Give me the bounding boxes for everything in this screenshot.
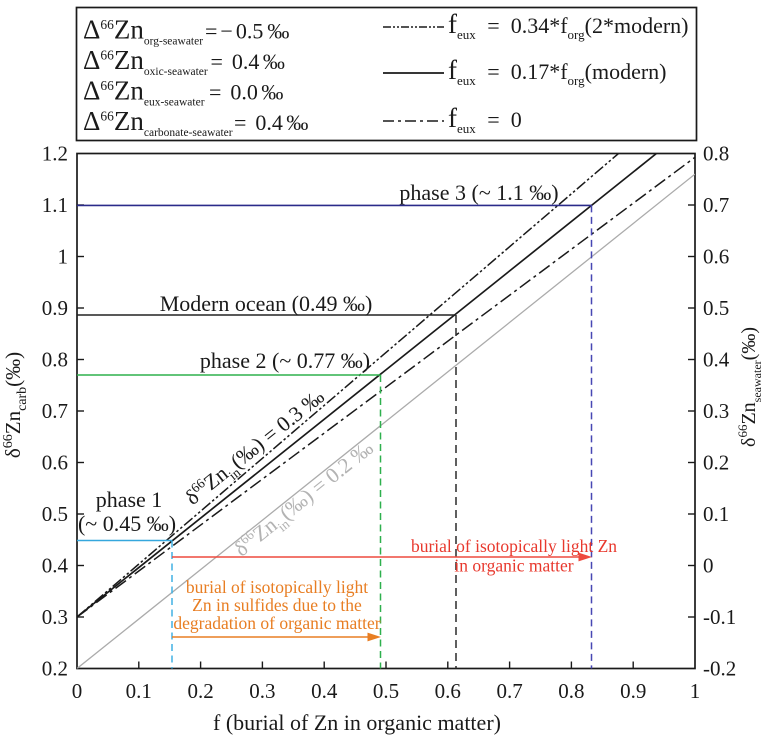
svg-text:burial of isotopically light: burial of isotopically light <box>186 577 368 597</box>
svg-text:1.2: 1.2 <box>42 142 68 166</box>
svg-text:phase 1: phase 1 <box>96 487 163 512</box>
svg-text:0.4: 0.4 <box>703 348 730 372</box>
svg-text:0.4: 0.4 <box>42 554 69 578</box>
svg-text:-0.1: -0.1 <box>703 605 736 629</box>
svg-text:0: 0 <box>72 679 83 703</box>
svg-text:0.5: 0.5 <box>42 502 68 526</box>
svg-text:0.4: 0.4 <box>311 679 338 703</box>
svg-text:=0.4‰: = 0.4 ‰ <box>211 49 285 74</box>
svg-text:0.8: 0.8 <box>558 679 584 703</box>
svg-text:1: 1 <box>58 245 69 269</box>
svg-text:δ66Znseawater(‰): δ66Znseawater(‰) <box>735 327 764 447</box>
svg-text:δ66Zncarb(‰): δ66Zncarb(‰) <box>1 352 30 458</box>
svg-text:0: 0 <box>703 554 714 578</box>
svg-text:0.6: 0.6 <box>703 245 729 269</box>
svg-text:0.5: 0.5 <box>703 296 729 320</box>
svg-text:phase 2 (~ 0.77 ‰): phase 2 (~ 0.77 ‰) <box>200 348 370 373</box>
svg-text:0.6: 0.6 <box>435 679 461 703</box>
svg-text:0.3: 0.3 <box>42 605 68 629</box>
svg-text:Modern ocean (0.49 ‰): Modern ocean (0.49 ‰) <box>160 291 373 316</box>
svg-text:in organic matter: in organic matter <box>454 556 573 576</box>
svg-text:=0.0‰: = 0.0 ‰ <box>209 80 283 105</box>
svg-text:0.7: 0.7 <box>703 193 729 217</box>
svg-text:0.2: 0.2 <box>703 451 729 475</box>
svg-text:burial of isotopically light Z: burial of isotopically light Zn <box>411 536 617 556</box>
svg-text:0.9: 0.9 <box>620 679 646 703</box>
svg-text:0.2: 0.2 <box>42 657 68 681</box>
svg-text:0.6: 0.6 <box>42 451 68 475</box>
svg-text:degradation of organic matter: degradation of organic matter <box>173 613 380 633</box>
svg-text:0.5: 0.5 <box>373 679 399 703</box>
svg-text:0.9: 0.9 <box>42 296 68 320</box>
svg-text:0.3: 0.3 <box>249 679 275 703</box>
svg-text:(~ 0.45 ‰): (~ 0.45 ‰) <box>78 511 176 536</box>
svg-text:0.8: 0.8 <box>703 142 729 166</box>
svg-text:-0.2: -0.2 <box>703 657 736 681</box>
svg-text:feux=0.34*forg(2*modern): feux = 0.34*forg(2*modern) <box>448 9 689 42</box>
svg-text:=0.4‰: = 0.4 ‰ <box>234 110 308 135</box>
svg-text:0.2: 0.2 <box>187 679 213 703</box>
svg-text:0.3: 0.3 <box>703 399 729 423</box>
svg-text:0.8: 0.8 <box>42 348 68 372</box>
svg-text:0.1: 0.1 <box>703 502 729 526</box>
svg-text:f (burial of Zn in organic mat: f (burial of Zn in organic matter) <box>213 710 501 735</box>
svg-text:phase 3 (~ 1.1 ‰): phase 3 (~ 1.1 ‰) <box>399 180 558 205</box>
svg-text:Zn in sulfides due to the: Zn in sulfides due to the <box>192 595 362 615</box>
svg-text:0.7: 0.7 <box>42 399 68 423</box>
svg-text:0.7: 0.7 <box>496 679 522 703</box>
svg-text:0.1: 0.1 <box>126 679 152 703</box>
svg-text:1: 1 <box>690 679 701 703</box>
svg-text:1.1: 1.1 <box>42 193 68 217</box>
